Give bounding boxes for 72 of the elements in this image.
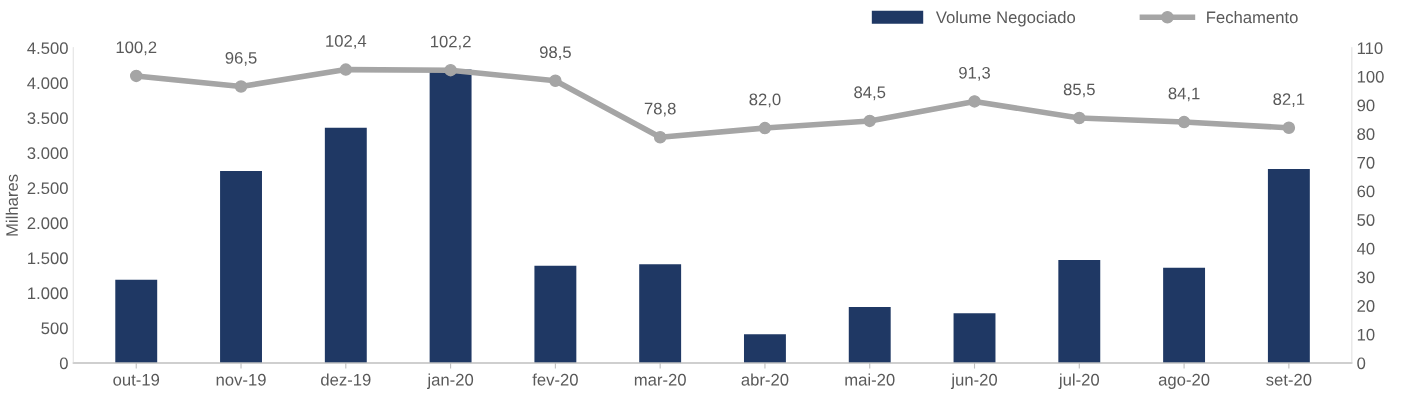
data-label: 102,2 xyxy=(431,35,471,50)
bar xyxy=(848,306,891,364)
y-tick-label: 2.000 xyxy=(27,217,68,230)
y2-tick-label: 70 xyxy=(1357,156,1375,169)
y2-tick-label: 110 xyxy=(1357,42,1383,55)
y2-tick-label: 80 xyxy=(1357,128,1375,140)
y-axis-title: Milhares xyxy=(5,174,18,236)
bar xyxy=(1163,267,1206,364)
data-label: 82,1 xyxy=(1273,93,1305,108)
y-tick-label: 0 xyxy=(59,357,68,370)
x-tick-label: mai-20 xyxy=(845,373,895,386)
data-label: 85,5 xyxy=(1063,83,1095,98)
data-label: 98,5 xyxy=(539,46,571,61)
y-tick-label: 1.000 xyxy=(28,287,68,300)
y-tick-label: 3.500 xyxy=(27,112,68,125)
y2-tick-label: 50 xyxy=(1357,214,1375,226)
x-tick-label: ago-20 xyxy=(1158,373,1210,389)
bar xyxy=(639,264,682,364)
point xyxy=(234,80,248,93)
y2-tick-label: 0 xyxy=(1357,357,1366,370)
point xyxy=(968,95,981,108)
bar xyxy=(1058,260,1101,364)
x-tick-label: fev-20 xyxy=(532,373,578,386)
y-tick-label: 500 xyxy=(41,322,68,335)
data-label: 78,8 xyxy=(644,102,676,117)
y2-tick-label: 40 xyxy=(1356,242,1375,255)
legend-label: Fechamento xyxy=(1207,11,1298,24)
data-label: 100,2 xyxy=(116,41,157,56)
point xyxy=(863,114,876,128)
point xyxy=(758,121,772,135)
x-tick-label: jul-20 xyxy=(1058,373,1100,389)
data-label: 102,4 xyxy=(326,35,367,49)
bar xyxy=(953,313,996,364)
bar xyxy=(534,265,577,364)
x-tick-label: jun-20 xyxy=(950,373,998,389)
x-tick-label: set-20 xyxy=(1266,373,1312,386)
bar xyxy=(1267,169,1310,364)
x-tick-label: nov-19 xyxy=(216,373,266,386)
bar xyxy=(324,127,367,364)
y2-tick-label: 10 xyxy=(1357,328,1375,341)
y2-tick-label: 30 xyxy=(1357,271,1375,284)
point xyxy=(339,63,353,76)
point xyxy=(129,69,143,83)
bar xyxy=(220,171,262,364)
x-tick-label: out-19 xyxy=(113,373,160,386)
data-label: 84,1 xyxy=(1168,87,1200,102)
y-tick-label: 4.500 xyxy=(27,42,68,55)
y-tick-label: 4.000 xyxy=(27,77,68,90)
point xyxy=(1073,111,1086,125)
x-tick-label: abr-20 xyxy=(741,373,789,386)
data-label: 91,3 xyxy=(959,66,990,81)
point xyxy=(444,63,457,77)
x-tick-label: mar-20 xyxy=(634,373,686,386)
point xyxy=(549,74,562,88)
point xyxy=(1177,115,1191,129)
data-label: 96,5 xyxy=(225,51,257,66)
y2-tick-label: 90 xyxy=(1357,99,1375,112)
x-tick-label: dez-19 xyxy=(321,373,371,386)
bar xyxy=(115,279,158,364)
data-label: 82,0 xyxy=(749,93,781,108)
y-tick-label: 2.500 xyxy=(27,182,68,195)
data-label: 84,5 xyxy=(854,86,886,101)
legend-label: Volume Negociado xyxy=(935,11,1076,27)
point xyxy=(1282,121,1296,135)
bar xyxy=(743,334,786,364)
point xyxy=(653,130,667,144)
y2-tick-label: 100 xyxy=(1357,70,1384,83)
y-tick-label: 1.500 xyxy=(28,252,68,265)
y2-tick-label: 60 xyxy=(1357,185,1375,198)
y2-tick-label: 20 xyxy=(1357,300,1375,312)
y-tick-label: 3.000 xyxy=(27,147,68,160)
x-tick-label: jan-20 xyxy=(427,373,474,389)
